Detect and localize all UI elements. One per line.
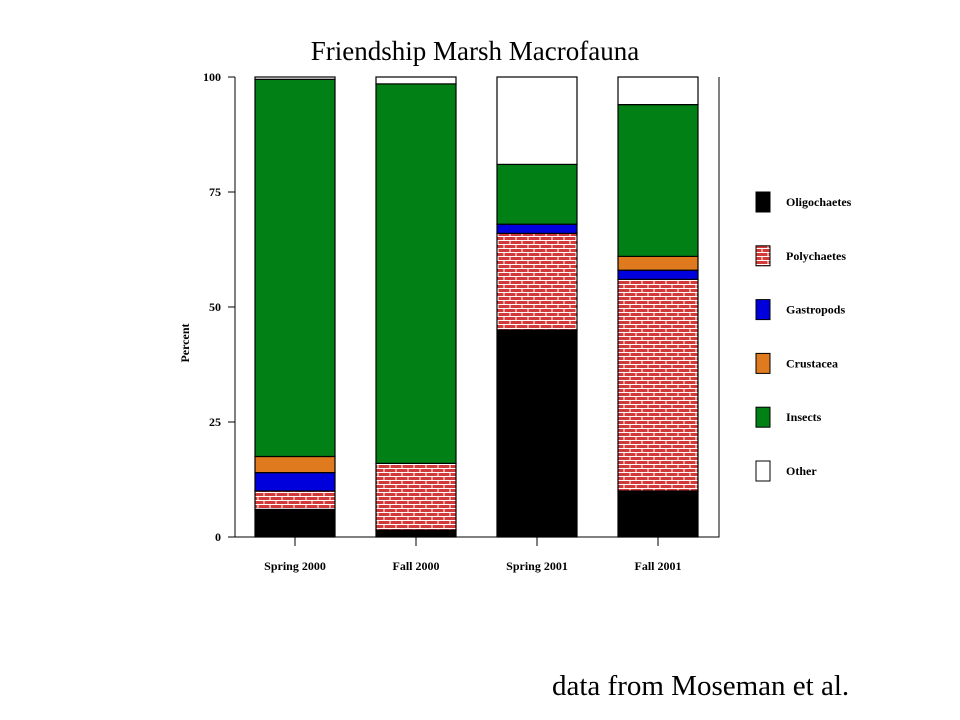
bar-segment-insects xyxy=(496,163,578,225)
y-tick-label: 75 xyxy=(209,185,221,199)
bar-segment-oligochaetes xyxy=(617,490,699,538)
y-tick-label: 0 xyxy=(215,530,221,544)
bar-segment-insects xyxy=(617,103,699,258)
bar-segment-polychaetes xyxy=(496,232,578,331)
legend-label-polychaetes: Polychaetes xyxy=(786,249,846,263)
legend-swatch-gastropods xyxy=(755,299,771,321)
y-tick-label: 100 xyxy=(203,70,221,84)
legend-label-other: Other xyxy=(786,464,817,478)
bar-segment-other xyxy=(617,76,699,106)
x-tick-label: Spring 2001 xyxy=(506,559,568,573)
bar-segment-gastropods xyxy=(254,472,336,492)
bar-segment-insects xyxy=(375,83,457,465)
legend-swatch-insects xyxy=(755,406,771,428)
legend-swatch-oligochaetes xyxy=(755,191,771,213)
bar-segment-polychaetes xyxy=(254,490,336,510)
y-tick-label: 50 xyxy=(209,300,221,314)
bar-segment-insects xyxy=(254,78,336,458)
x-tick-label: Spring 2000 xyxy=(264,559,326,573)
x-tick-label: Fall 2000 xyxy=(393,559,440,573)
chart-title: Friendship Marsh Macrofauna xyxy=(311,36,639,66)
bar-segment-oligochaetes xyxy=(254,508,336,538)
y-tick-label: 25 xyxy=(209,415,221,429)
legend: Oligochaetes Polychaetes Gastropods Crustac… xyxy=(755,191,852,482)
source-caption: data from Moseman et al. xyxy=(552,670,850,702)
legend-swatch-polychaetes xyxy=(755,245,771,267)
plot-area: 0 25 50 75 100 Spring 2000 Fall 2000 Spring 200… xyxy=(203,70,720,573)
bar-segment-polychaetes xyxy=(617,278,699,492)
bar-segment-other xyxy=(496,76,578,166)
bar-segment-oligochaetes xyxy=(375,529,457,538)
bar-segment-crustacea xyxy=(617,255,699,271)
legend-swatch-crustacea xyxy=(755,352,771,374)
bar-segment-gastropods xyxy=(496,223,578,234)
bar-segment-other xyxy=(375,76,457,85)
bar-segment-other xyxy=(254,76,336,80)
x-tick-label: Fall 2001 xyxy=(635,559,682,573)
bar-segment-gastropods xyxy=(617,269,699,281)
y-axis-label: Percent xyxy=(178,323,192,362)
bar-segment-polychaetes xyxy=(375,462,457,531)
legend-swatch-other xyxy=(755,460,771,482)
legend-label-crustacea: Crustacea xyxy=(786,356,838,370)
legend-label-insects: Insects xyxy=(786,410,822,424)
bar-segment-crustacea xyxy=(254,455,336,474)
bar-segment-oligochaetes xyxy=(496,329,578,538)
legend-label-oligochaetes: Oligochaetes xyxy=(786,195,852,209)
legend-label-gastropods: Gastropods xyxy=(786,303,845,317)
